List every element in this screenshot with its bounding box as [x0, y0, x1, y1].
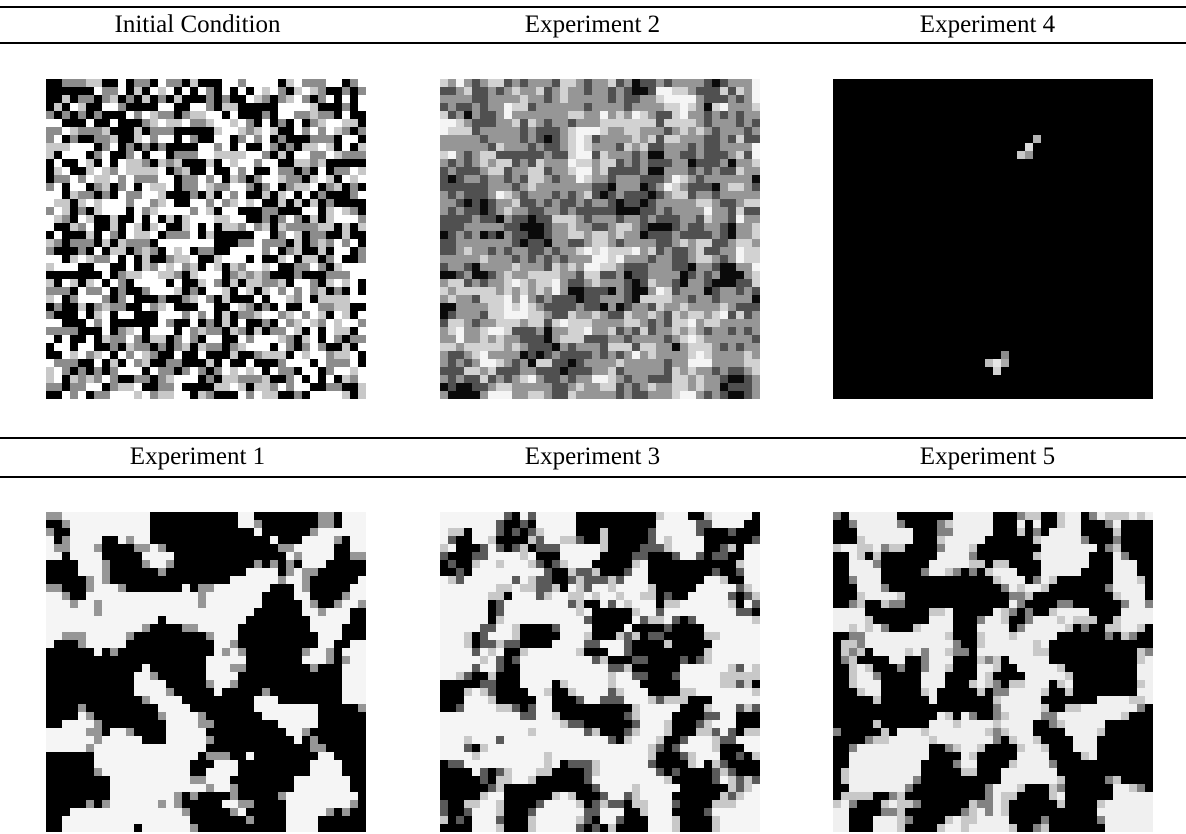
header-row-1: Initial Condition Experiment 2 Experimen… — [0, 8, 1186, 44]
grid-image-initial-condition — [46, 79, 366, 399]
header-underline-row-2 — [0, 476, 1186, 478]
panel-title: Initial Condition — [114, 11, 281, 38]
grid-canvas — [46, 512, 366, 832]
header-row-2: Experiment 1 Experiment 3 Experiment 5 — [0, 440, 1186, 476]
grid-canvas — [833, 79, 1153, 399]
grid-canvas — [440, 79, 760, 399]
panel-title: Experiment 2 — [524, 11, 661, 38]
grid-canvas — [440, 512, 760, 832]
grid-image-experiment-2 — [440, 79, 760, 399]
panel-title: Experiment 1 — [129, 443, 266, 470]
top-rule-row-1 — [0, 6, 1186, 8]
grid-image-experiment-5 — [833, 512, 1153, 832]
panel-title: Experiment 5 — [919, 443, 1056, 470]
grid-image-experiment-4 — [833, 79, 1153, 399]
panel-title: Experiment 4 — [919, 11, 1056, 38]
grid-image-experiment-3 — [440, 512, 760, 832]
grid-canvas — [46, 79, 366, 399]
panel-title: Experiment 3 — [524, 443, 661, 470]
grid-image-experiment-1 — [46, 512, 366, 832]
header-underline-row-1 — [0, 42, 1186, 44]
grid-canvas — [833, 512, 1153, 832]
top-rule-row-2 — [0, 437, 1186, 439]
